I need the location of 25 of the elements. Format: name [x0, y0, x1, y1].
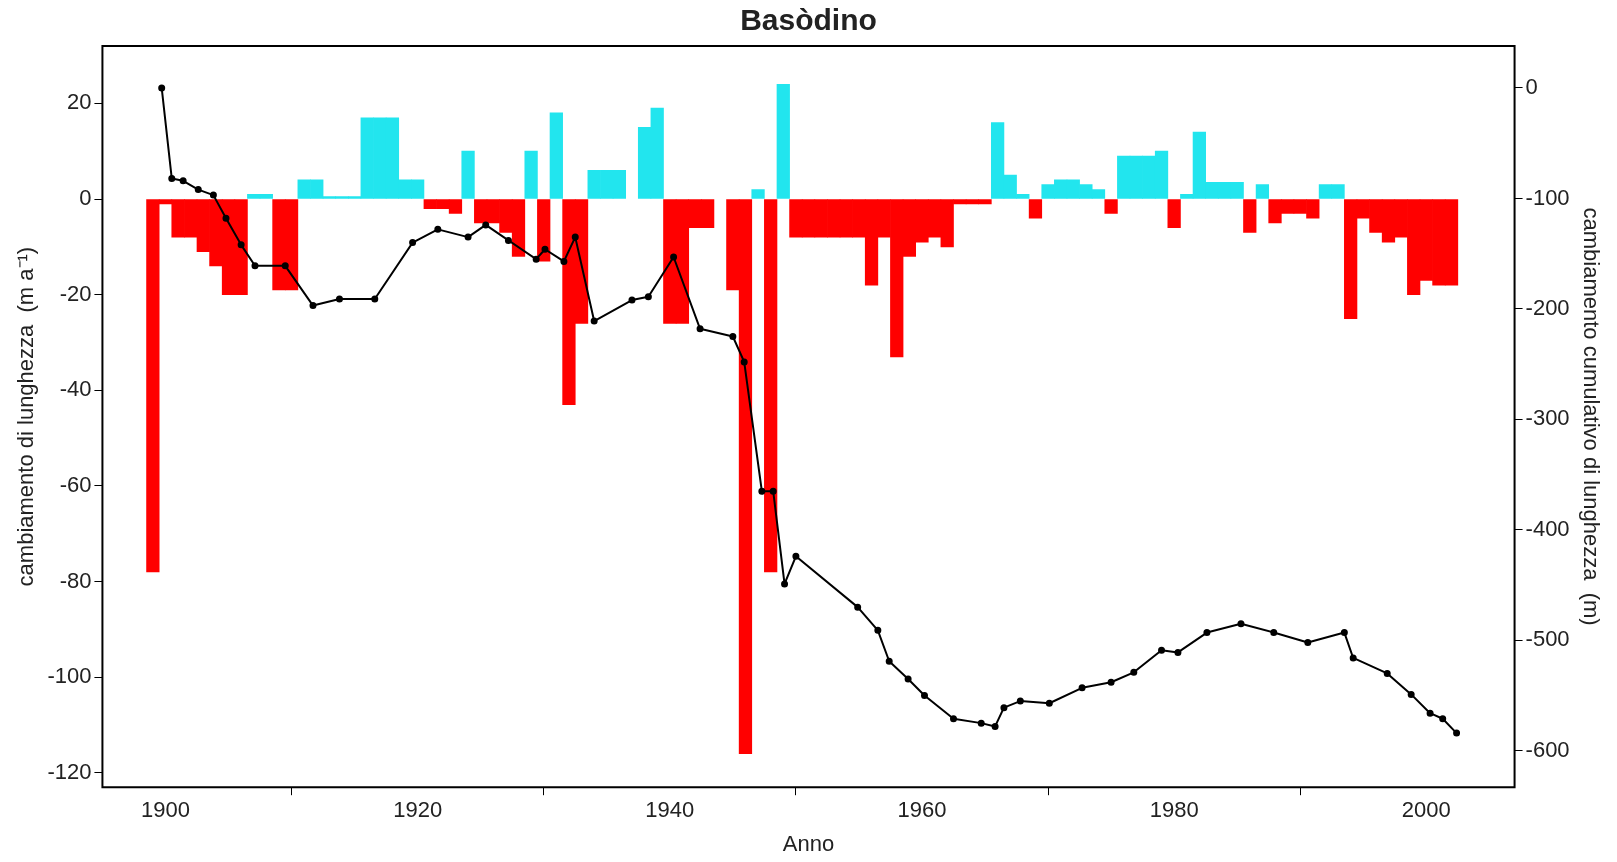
y-tick-label: -80 — [59, 567, 92, 593]
y2-tick-label: -400 — [1525, 515, 1570, 541]
chart-title: Basòdino — [740, 3, 877, 37]
x-tick-label: 1900 — [141, 797, 190, 823]
y2-axis-title: cambiamento cumulativo di lunghezza (m) — [1578, 207, 1604, 626]
y-tick-label: -100 — [47, 663, 92, 689]
x-tick-label: 1980 — [1149, 797, 1199, 823]
y-axis-title: cambiamento di lunghezza (m a⁻¹) — [13, 246, 39, 587]
y-tick-label: -40 — [59, 376, 92, 402]
y2-tick-label: -300 — [1525, 405, 1570, 431]
y2-tick-label: -100 — [1525, 184, 1570, 210]
y-tick-label: 20 — [66, 89, 92, 115]
x-tick-label: 1960 — [897, 797, 947, 823]
y-tick-label: -120 — [47, 758, 92, 784]
y-tick-label: -60 — [59, 472, 92, 497]
x-axis-title: Anno — [782, 830, 835, 856]
y2-tick-label: -500 — [1525, 626, 1570, 652]
y-tick-label: 0 — [79, 185, 92, 211]
y2-tick-label: 0 — [1525, 74, 1538, 100]
x-tick-label: 2000 — [1401, 797, 1451, 823]
x-tick-label: 1920 — [393, 797, 443, 823]
y2-tick-label: -200 — [1525, 294, 1570, 320]
y-tick-label: -20 — [59, 280, 92, 306]
y2-tick-label: -600 — [1525, 736, 1570, 762]
x-tick-label: 1940 — [645, 797, 695, 823]
